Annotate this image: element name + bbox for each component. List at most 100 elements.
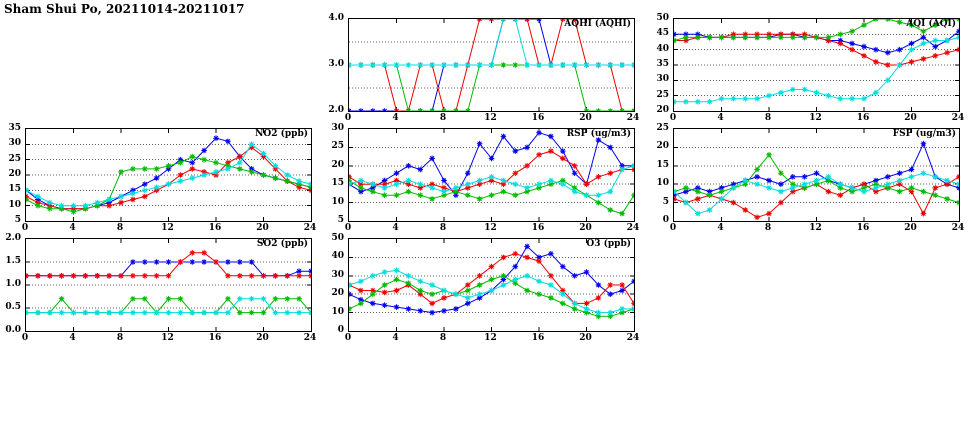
x-tick-label: 0	[669, 113, 677, 123]
chart-title-aqi: AQI (AQI)	[906, 19, 956, 29]
x-tick-label: 12	[809, 223, 822, 233]
x-tick-label: 0	[21, 333, 29, 343]
y-tick-label: 0.0	[5, 325, 21, 335]
y-tick-label: 20	[656, 141, 669, 152]
chart-canvas-o3	[349, 239, 634, 331]
plot-area-so2: SO2 (ppb)	[25, 238, 312, 332]
x-tick-label: 8	[116, 333, 124, 343]
plot-area-no2: NO2 (ppb)	[25, 128, 312, 222]
chart-aqi: AQI (AQI) 20 25 30 35 40 45 50 0 4 8 12 16 20 24	[656, 13, 964, 123]
x-tick-label: 24	[626, 333, 640, 343]
x-tick-label: 20	[904, 113, 917, 123]
y-tick-label: 30	[331, 123, 344, 133]
x-tick-label: 16	[856, 113, 870, 123]
chart-o3: O3 (ppb) 0 10 20 30 40 50 0 4 8 12 16 20 24	[331, 233, 639, 343]
chart-canvas-no2	[26, 129, 311, 221]
y-tick-label: 45	[656, 28, 669, 39]
y-tick-label: 20	[8, 169, 21, 179]
y-tick-label: 5	[14, 215, 21, 225]
chart-title-so2: SO2 (ppb)	[256, 239, 308, 249]
y-tick-label: 10	[8, 199, 21, 210]
x-tick-label: 16	[856, 223, 870, 233]
y-tick-label: 4.0	[328, 13, 344, 23]
y-tick-label: 25	[8, 153, 21, 164]
plot-area-aqhi: AQHI (AQHI)	[348, 18, 635, 112]
x-tick-label: 20	[579, 113, 592, 123]
x-tick-label: 12	[161, 223, 174, 233]
x-tick-label: 12	[809, 113, 822, 123]
x-tick-label: 24	[303, 223, 317, 233]
y-tick-label: 1.0	[5, 279, 21, 289]
chart-aqhi: AQHI (AQHI) 2.0 3.0 4.0 0 4 8 12 16 20 24	[328, 13, 639, 123]
y-tick-label: 25	[331, 141, 344, 152]
chart-title-no2: NO2 (ppb)	[255, 129, 308, 139]
x-tick-label: 8	[764, 113, 772, 123]
x-tick-label: 8	[764, 223, 772, 233]
x-tick-label: 0	[344, 113, 352, 123]
x-tick-label: 4	[392, 113, 399, 123]
y-tick-label: 10	[331, 306, 344, 317]
x-tick-label: 0	[344, 333, 352, 343]
chart-canvas-rsp	[349, 129, 634, 221]
y-tick-label: 15	[331, 178, 344, 189]
y-tick-label: 50	[331, 233, 344, 243]
x-tick-label: 8	[439, 223, 447, 233]
y-tick-label: 40	[331, 251, 344, 262]
y-tick-label: 35	[8, 123, 21, 133]
x-tick-label: 20	[904, 223, 917, 233]
plot-area-o3: O3 (ppb)	[348, 238, 635, 332]
chart-title-o3: O3 (ppb)	[586, 239, 631, 249]
x-tick-label: 20	[256, 333, 269, 343]
plot-area-aqi: AQI (AQI)	[673, 18, 960, 112]
x-tick-label: 4	[717, 223, 724, 233]
x-tick-label: 16	[531, 333, 545, 343]
x-tick-label: 20	[579, 333, 592, 343]
y-tick-label: 50	[656, 13, 669, 23]
x-tick-label: 24	[626, 223, 640, 233]
y-tick-label: 10	[656, 178, 669, 189]
x-tick-label: 0	[669, 223, 677, 233]
x-tick-label: 12	[161, 333, 174, 343]
x-tick-label: 4	[69, 333, 76, 343]
x-tick-label: 20	[256, 223, 269, 233]
chart-rsp: RSP (ug/m3) 5 10 15 20 25 30 0 4 8 12 16 20 24	[331, 123, 639, 233]
chart-canvas-so2	[26, 239, 311, 331]
y-tick-label: 1.5	[5, 256, 21, 266]
y-tick-label: 25	[656, 89, 669, 100]
x-tick-label: 12	[484, 223, 497, 233]
x-tick-label: 24	[626, 113, 640, 123]
chart-title-fsp: FSP (ug/m3)	[892, 129, 956, 139]
chart-canvas-aqhi	[349, 19, 634, 111]
y-tick-label: 35	[656, 59, 669, 69]
plot-area-rsp: RSP (ug/m3)	[348, 128, 635, 222]
y-tick-label: 30	[8, 138, 21, 149]
chart-so2: SO2 (ppb) 0.0 0.5 1.0 1.5 2.0 0 4 8 12 16 20 24	[5, 233, 316, 343]
y-tick-label: 20	[331, 159, 344, 170]
y-tick-label: 20	[331, 288, 344, 299]
x-tick-label: 4	[717, 113, 724, 123]
y-tick-label: 3.0	[328, 59, 344, 69]
x-tick-label: 24	[951, 113, 965, 123]
chart-title-aqhi: AQHI (AQHI)	[564, 19, 631, 29]
y-tick-label: 2.0	[5, 233, 21, 243]
y-tick-label: 30	[331, 269, 344, 280]
x-tick-label: 0	[344, 223, 352, 233]
y-tick-label: 0	[662, 215, 669, 225]
page-title: Sham Shui Po, 20211014-20211017	[4, 2, 245, 16]
x-tick-label: 16	[208, 333, 222, 343]
y-tick-label: 20	[656, 105, 669, 115]
chart-canvas-fsp	[674, 129, 959, 221]
chart-title-rsp: RSP (ug/m3)	[566, 129, 631, 139]
y-tick-label: 15	[8, 184, 21, 195]
y-tick-label: 10	[331, 196, 344, 207]
y-tick-label: 25	[656, 123, 669, 133]
x-tick-label: 16	[531, 113, 545, 123]
x-tick-label: 24	[951, 223, 965, 233]
x-tick-label: 4	[392, 223, 399, 233]
y-tick-label: 0	[337, 325, 344, 335]
chart-canvas-aqi	[674, 19, 959, 111]
chart-fsp: FSP (ug/m3) 0 5 10 15 20 25 0 4 8 12 16 20 24	[656, 123, 964, 233]
x-tick-label: 12	[484, 113, 497, 123]
y-tick-label: 2.0	[328, 105, 344, 115]
